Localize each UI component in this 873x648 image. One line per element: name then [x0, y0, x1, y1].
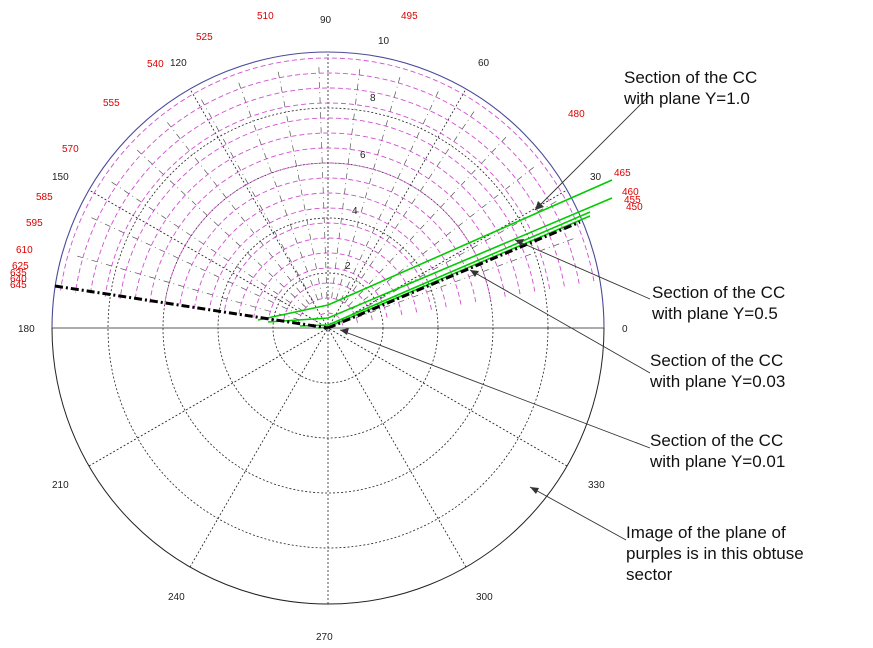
wavelength-label: 510: [257, 11, 274, 22]
locus-curve: [282, 282, 373, 322]
black-boundary-left: [54, 284, 329, 330]
locus-curve: [134, 132, 521, 301]
radial-label: 8: [370, 93, 376, 104]
angle-label: 240: [168, 592, 185, 603]
angle-label: 210: [52, 480, 69, 491]
locus-hatch: [340, 87, 441, 301]
locus-hatch: [348, 133, 509, 307]
annotation-arrows: [339, 96, 651, 541]
angle-label: 150: [52, 172, 69, 183]
wavelength-label: 645: [10, 280, 27, 291]
wavelength-label: 455: [624, 195, 641, 206]
angle-label: 270: [316, 632, 333, 643]
wavelength-label: 495: [401, 11, 418, 22]
locus-curve: [149, 147, 506, 304]
annotation-section-y-1-0: Section of the CC with plane Y=1.0: [624, 68, 758, 108]
wavelength-label: 640: [10, 274, 27, 285]
locus-curve: [268, 267, 388, 320]
arrow-head: [535, 201, 544, 210]
locus-hatch: [331, 64, 361, 299]
locus-hatch: [164, 118, 310, 305]
locus-hatch: [335, 73, 402, 300]
locus-hatch: [199, 96, 314, 302]
angle-label: 60: [478, 58, 490, 69]
arrow-heads: [340, 201, 544, 494]
wavelength-label: 555: [103, 98, 120, 109]
arrow-head: [515, 239, 524, 246]
locus-curve: [89, 87, 565, 295]
locus-curve: [119, 117, 536, 299]
locus-hatch: [108, 179, 304, 312]
locus-curve: [193, 192, 462, 310]
annotation-purples-sector: Image of the plane of purples is in this…: [626, 523, 804, 584]
arrow-head: [470, 270, 479, 277]
locus-hatch: [237, 78, 319, 300]
black-boundary-right: [327, 220, 581, 330]
section-y-1-0: [257, 179, 613, 321]
locus-hatch: [277, 67, 323, 299]
locus-hatch: [318, 63, 328, 299]
annotation-section-y-0-5: Section of the CC with plane Y=0.5: [652, 283, 786, 323]
angle-label: 300: [476, 592, 493, 603]
angle-label: 330: [588, 480, 605, 491]
locus-hatch: [87, 215, 301, 316]
arrow-line: [529, 486, 627, 541]
cc-sections: [54, 179, 613, 330]
locus-hatch: [73, 254, 300, 321]
angle-label: 0: [622, 324, 628, 335]
arrow-line: [514, 239, 651, 300]
wavelength-label: 595: [26, 218, 43, 229]
arrow-line: [339, 329, 651, 449]
locus-curve: [223, 222, 432, 314]
arrow-head: [530, 487, 539, 494]
wavelength-label: 480: [568, 109, 585, 120]
angle-label: 30: [590, 172, 602, 183]
wavelength-label: 585: [36, 192, 53, 203]
radial-labels: 10 8 6 4 2: [345, 36, 390, 272]
radial-label: 10: [378, 36, 390, 47]
locus-hatch: [133, 147, 307, 308]
locus-curve: [104, 102, 551, 297]
locus-curve: [60, 57, 595, 291]
angle-labels: 0 30 60 90 120 150 180 210 240 270 300 3…: [18, 15, 628, 643]
annotation-section-y-0-01: Section of the CC with plane Y=0.01: [650, 431, 786, 471]
angle-label: 180: [18, 324, 35, 335]
wavelength-label: 450: [626, 202, 643, 213]
angle-label: 120: [170, 58, 187, 69]
locus-hatch: [344, 108, 477, 304]
wavelength-label: 610: [16, 245, 33, 256]
locus-curve: [238, 237, 418, 316]
wavelength-label: 625: [12, 261, 29, 272]
wavelength-labels: 465 480 495 510 525 540 555 570 585 595 …: [10, 11, 643, 291]
wavelength-label: 460: [622, 187, 639, 198]
arrow-head: [340, 328, 349, 335]
radial-label: 4: [352, 206, 358, 217]
arrow-line: [469, 269, 651, 374]
locus-curve: [75, 72, 580, 293]
arrow-line: [534, 96, 649, 211]
wavelength-label: 635: [10, 268, 27, 279]
annotation-section-y-0-03: Section of the CC with plane Y=0.03: [650, 351, 786, 391]
locus-curve: [164, 162, 491, 306]
locus-curve: [253, 252, 403, 318]
purple-locus-curves: [60, 57, 595, 326]
outer-circle-lower: [51, 327, 605, 605]
radial-label: 2: [345, 261, 351, 272]
wavelength-label: 465: [614, 168, 631, 179]
locus-curve: [179, 177, 477, 308]
wavelength-label: 570: [62, 144, 79, 155]
wavelength-label: 525: [196, 32, 213, 43]
angle-label: 90: [320, 15, 332, 26]
radial-label: 6: [360, 150, 366, 161]
locus-hatch: [351, 164, 538, 310]
locus-curve: [297, 297, 358, 324]
wavelength-label: 540: [147, 59, 164, 70]
